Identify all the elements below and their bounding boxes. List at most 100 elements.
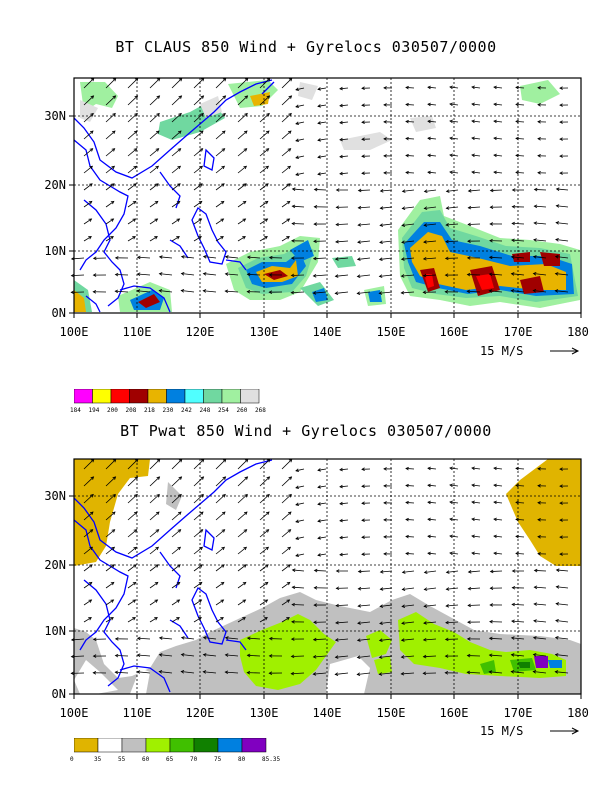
wind-vector-head — [334, 655, 339, 659]
lon-label-140e: 140E — [313, 706, 342, 720]
wind-vector — [281, 459, 293, 470]
wind-vector-head — [533, 568, 538, 573]
wind-vector — [159, 637, 173, 640]
wind-vector-head — [111, 511, 116, 516]
wind-vector-head — [317, 87, 321, 91]
wind-vector — [471, 120, 481, 123]
wind-vector-head — [199, 529, 204, 533]
wind-vector — [339, 468, 349, 471]
wind-vector — [105, 599, 114, 606]
wind-vector — [259, 201, 269, 208]
wind-vector — [424, 587, 437, 590]
wind-vector — [259, 599, 268, 606]
wind-vector-head — [177, 529, 182, 533]
wind-vector — [83, 582, 93, 589]
wind-vector — [335, 257, 349, 260]
wind-vector-head — [266, 476, 271, 480]
lat-label-20n: 20N — [44, 178, 66, 192]
wind-vector — [105, 236, 114, 242]
wind-vector — [357, 257, 371, 260]
wind-vector — [237, 95, 248, 106]
wind-vector-head — [510, 653, 515, 657]
wind-vector — [281, 165, 291, 174]
wind-vector-head — [111, 529, 116, 533]
wind-vector-head — [111, 546, 116, 551]
wind-vector — [405, 121, 415, 123]
wind-vector — [515, 154, 525, 157]
wind-vector-head — [335, 569, 340, 573]
wind-vector-head — [511, 619, 515, 624]
wind-vector — [511, 239, 525, 242]
colorbar-label: 35 — [94, 756, 102, 763]
wind-vector — [83, 599, 92, 606]
wind-vector-head — [133, 183, 137, 187]
wind-vector — [193, 148, 203, 157]
wind-vector-head — [537, 154, 541, 158]
wind-vector-head — [265, 546, 270, 551]
wind-vector — [83, 113, 94, 123]
wind-vector-head — [423, 240, 427, 244]
wind-vector-head — [537, 552, 541, 556]
wind-vector-head — [110, 581, 115, 586]
wind-vector — [380, 604, 393, 607]
wind-vector-head — [467, 586, 472, 591]
wind-vector-head — [445, 206, 450, 210]
wind-vector-head — [511, 602, 516, 607]
wind-vector-head — [70, 671, 75, 676]
colorbar-label: 80 — [238, 756, 246, 763]
wind-vector-head — [555, 602, 560, 606]
wind-vector — [215, 236, 224, 242]
wind-vector — [515, 518, 525, 521]
colorbar-swatch — [240, 388, 260, 404]
wind-vector-head — [427, 153, 431, 158]
wind-vector — [83, 201, 93, 208]
wind-vector — [215, 529, 225, 538]
wind-vector — [534, 586, 547, 589]
wind-vector-head — [180, 255, 185, 259]
wind-vector-head — [264, 599, 269, 603]
wind-vector — [259, 78, 271, 89]
wind-vector — [424, 189, 437, 192]
wind-vector-head — [88, 581, 93, 586]
wind-vector-head — [554, 255, 559, 259]
wind-vector-head — [401, 570, 406, 574]
wind-vector — [468, 604, 481, 606]
wind-vector-head — [114, 653, 119, 658]
wind-vector — [555, 620, 569, 623]
lat-label-30n: 30N — [44, 109, 66, 123]
wind-vector — [281, 130, 292, 140]
wind-vector — [225, 637, 239, 640]
lon-label-130e: 130E — [250, 325, 279, 339]
wind-vector-head — [224, 272, 229, 276]
wind-vector-head — [427, 85, 431, 90]
wind-vector-head — [156, 493, 160, 498]
wind-vector-head — [357, 621, 361, 625]
wind-vector-head — [155, 511, 160, 516]
wind-vector — [291, 291, 305, 294]
wind-vector — [379, 655, 393, 658]
wind-vector-head — [220, 200, 225, 205]
wind-vector-head — [155, 564, 159, 568]
panel1-reference-arrow — [550, 347, 580, 355]
wind-vector-head — [361, 154, 365, 158]
lon-label-180: 180 — [567, 706, 589, 720]
panel1-title: BT CLAUS 850 Wind + Gyrelocs 030507/0000 — [115, 38, 497, 56]
wind-vector — [295, 485, 305, 489]
wind-vector — [379, 240, 393, 243]
wind-vector — [83, 95, 94, 106]
wind-vector-head — [132, 617, 136, 621]
wind-vector — [489, 654, 503, 657]
wind-vector — [171, 582, 181, 589]
wind-vector — [336, 604, 349, 607]
wind-vector — [357, 621, 371, 624]
lat-label-0n: 0N — [52, 306, 66, 320]
wind-vector-head — [177, 511, 182, 516]
wind-vector — [405, 138, 415, 140]
wind-vector-head — [379, 621, 383, 625]
wind-vector-head — [515, 500, 519, 505]
wind-vector — [313, 257, 327, 260]
wind-vector — [446, 206, 459, 209]
wind-vector — [317, 536, 327, 539]
wind-vector-head — [444, 256, 449, 261]
wind-vector-head — [493, 85, 497, 90]
